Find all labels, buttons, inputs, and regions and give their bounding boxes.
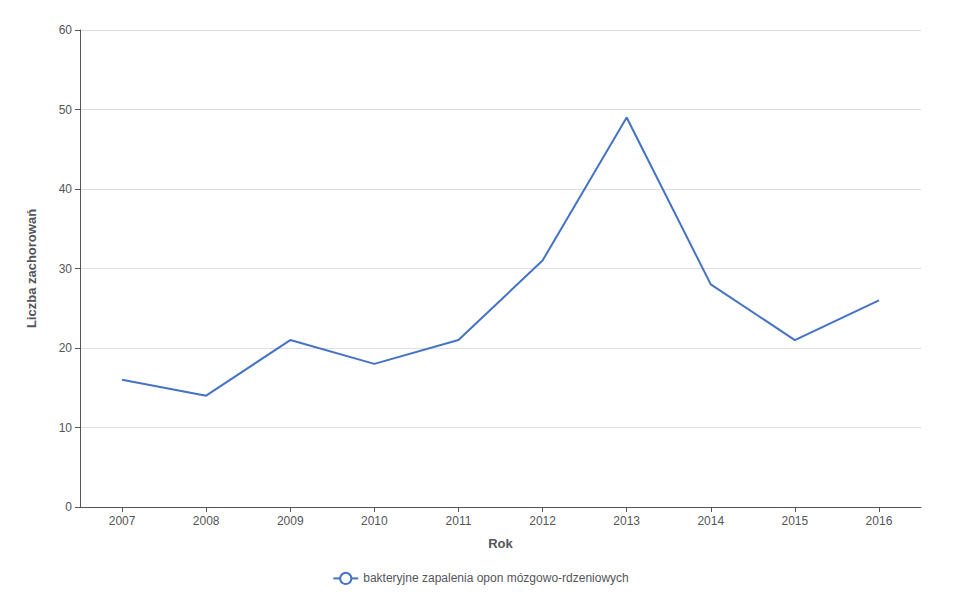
svg-text:2011: 2011 [446,514,472,528]
svg-text:2014: 2014 [697,514,724,528]
svg-text:bakteryjne zapalenia opon mózg: bakteryjne zapalenia opon mózgowo-rdzeni… [363,571,628,585]
svg-text:40: 40 [59,182,73,196]
svg-text:10: 10 [59,421,73,435]
svg-text:50: 50 [59,103,73,117]
svg-text:2016: 2016 [866,514,893,528]
svg-text:60: 60 [59,23,73,37]
svg-text:20: 20 [59,341,73,355]
svg-text:2013: 2013 [613,514,640,528]
svg-text:30: 30 [59,262,73,276]
svg-text:2010: 2010 [361,514,388,528]
svg-text:2008: 2008 [193,514,220,528]
svg-text:Rok: Rok [488,536,513,551]
svg-text:2012: 2012 [529,514,556,528]
svg-text:2007: 2007 [109,514,136,528]
svg-text:2015: 2015 [781,514,808,528]
svg-text:Liczba zachorowań: Liczba zachorowań [24,209,39,328]
svg-text:2009: 2009 [277,514,304,528]
svg-text:0: 0 [65,500,72,514]
